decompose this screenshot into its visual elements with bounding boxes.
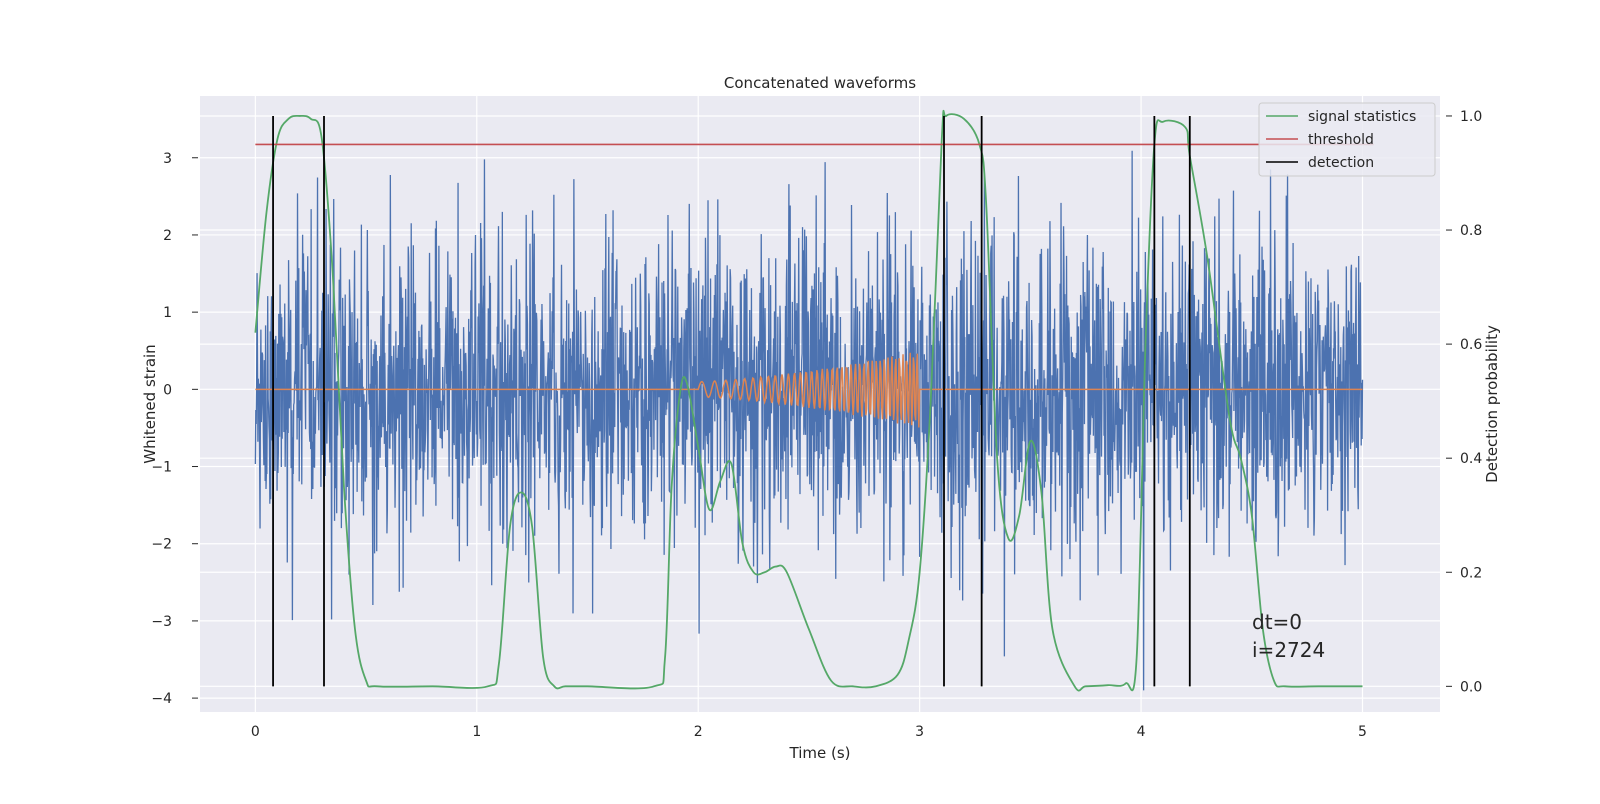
x-tick-label: 5 <box>1358 724 1367 740</box>
x-tick-label: 1 <box>472 724 481 740</box>
annotation-i: i=2724 <box>1252 638 1325 662</box>
y-left-tick-label: −4 <box>151 691 172 707</box>
legend-label-threshold: threshold <box>1308 132 1374 148</box>
legend: signal statistics threshold detection <box>1258 102 1436 177</box>
y-left-tick-label: −2 <box>151 537 172 553</box>
ticks: 0 1 2 3 4 5 −4 −3 −2 −1 0 1 2 3 0.0 0.2 0.4 0.6 0.8 1.0 <box>151 109 1482 740</box>
strain-line <box>254 150 1364 691</box>
y-left-tick-label: 1 <box>163 305 172 321</box>
y-right-tick-label: 1.0 <box>1460 109 1482 125</box>
signal-statistics-series <box>254 109 1363 692</box>
legend-label-signal-statistics: signal statistics <box>1308 109 1416 125</box>
y-left-tick-label: −1 <box>151 460 172 476</box>
y-axis-label-left: Whitened strain <box>141 344 159 463</box>
y-right-tick-label: 0.8 <box>1460 223 1482 239</box>
waveform-line <box>255 352 1363 428</box>
y-left-tick-label: 2 <box>163 228 172 244</box>
waveform-series <box>255 352 1363 428</box>
x-tick-label: 3 <box>915 724 924 740</box>
x-tick-label: 0 <box>251 724 260 740</box>
x-tick-label: 2 <box>694 724 703 740</box>
y-axis-label-right: Detection probability <box>1483 325 1501 483</box>
x-axis-label: Time (s) <box>789 744 851 762</box>
signal-statistics-line <box>254 109 1363 692</box>
y-right-tick-label: 0.6 <box>1460 337 1482 353</box>
y-left-tick-label: −3 <box>151 614 172 630</box>
y-right-tick-label: 0.2 <box>1460 565 1482 581</box>
strain-series <box>254 150 1364 691</box>
chart-title: Concatenated waveforms <box>724 74 916 92</box>
y-right-tick-label: 0.0 <box>1460 679 1482 695</box>
detection-series <box>272 115 1191 687</box>
legend-box <box>1258 102 1436 177</box>
y-left-tick-label: 0 <box>163 382 172 398</box>
x-tick-label: 4 <box>1137 724 1146 740</box>
y-right-tick-label: 0.4 <box>1460 451 1482 467</box>
legend-label-detection: detection <box>1308 155 1374 171</box>
annotation-dt: dt=0 <box>1252 610 1302 634</box>
y-left-tick-label: 3 <box>163 151 172 167</box>
